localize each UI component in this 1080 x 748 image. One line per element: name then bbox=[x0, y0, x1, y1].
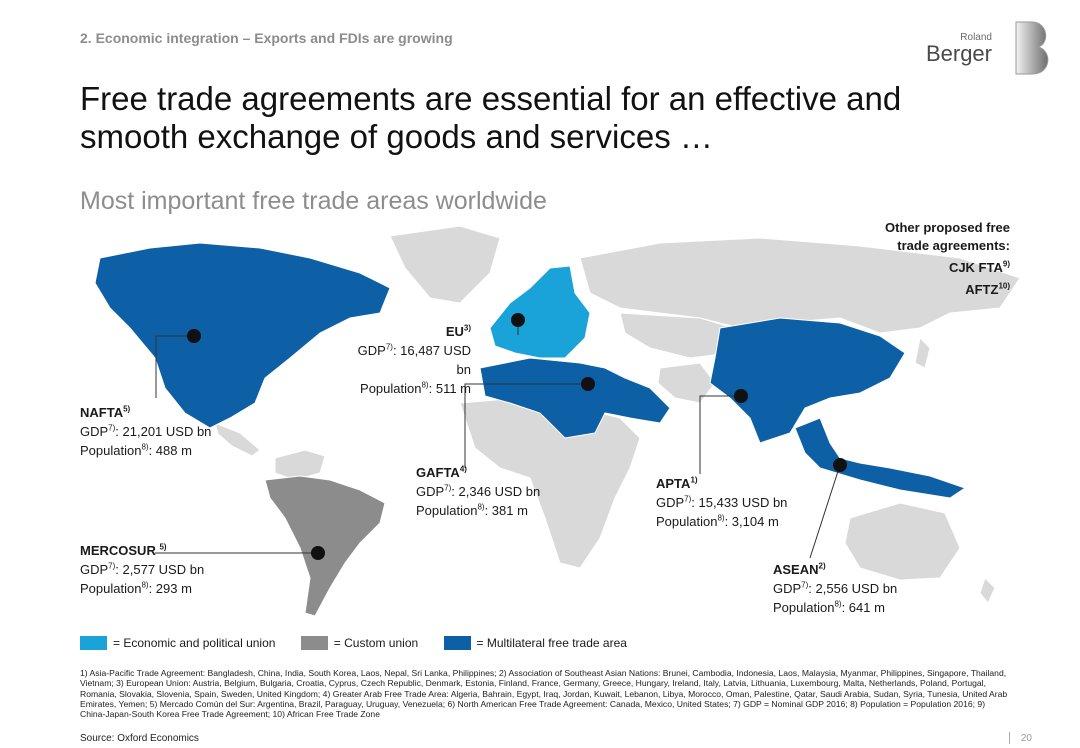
nafta-label: NAFTA5) GDP7): 21,201 USD bn Population8… bbox=[80, 404, 212, 458]
gafta-region bbox=[479, 357, 671, 439]
legend-item-custom: = Custom union bbox=[300, 636, 418, 650]
apta-region bbox=[709, 317, 906, 444]
eu-region bbox=[489, 265, 591, 359]
legend-swatch-fta bbox=[443, 636, 471, 650]
central-asia bbox=[619, 312, 741, 359]
source-note: Source: Oxford Economics bbox=[80, 733, 199, 744]
asean-label: ASEAN2) GDP7): 2,556 USD bn Population8)… bbox=[773, 561, 898, 615]
eu-label: EU3) GDP7): 16,487 USD bn Population8): … bbox=[357, 323, 471, 396]
greenland bbox=[389, 225, 501, 304]
legend-item-fta: = Multilateral free trade area bbox=[443, 636, 627, 650]
logo-b-mark-icon bbox=[1015, 21, 1049, 75]
logo-big-text: Berger bbox=[925, 41, 992, 66]
footnotes: 1) Asia-Pacific Trade Agreement: Banglad… bbox=[80, 668, 1008, 720]
roland-berger-logo: Roland Berger bbox=[926, 20, 1054, 76]
gafta-label: GAFTA4) GDP7): 2,346 USD bn Population8)… bbox=[416, 464, 541, 518]
section-heading: 2. Economic integration – Exports and FD… bbox=[80, 30, 453, 46]
asean-leader bbox=[809, 464, 841, 559]
asean-region bbox=[794, 417, 967, 499]
japan bbox=[914, 336, 931, 369]
logo-small-text: Roland bbox=[960, 32, 992, 43]
gafta-leader bbox=[464, 383, 588, 468]
apta-label: APTA1) GDP7): 15,433 USD bn Population8)… bbox=[656, 475, 788, 529]
south-america-north bbox=[274, 449, 326, 481]
mercosur-label: MERCOSUR 5) GDP7): 2,577 USD bn Populati… bbox=[80, 542, 205, 596]
central-america bbox=[214, 422, 261, 457]
proposed-agreements: Other proposed free trade agreements: CJ… bbox=[885, 219, 1010, 299]
eu-marker bbox=[511, 313, 525, 327]
world-map bbox=[94, 225, 1021, 617]
iran bbox=[657, 362, 716, 404]
page-subtitle: Most important free trade areas worldwid… bbox=[80, 187, 547, 215]
new-zealand bbox=[979, 577, 996, 604]
nafta-marker bbox=[187, 329, 201, 343]
apta-leader bbox=[699, 395, 741, 474]
nafta-region bbox=[94, 242, 391, 429]
page-number: 20 bbox=[1020, 733, 1032, 744]
legend-swatch-union bbox=[80, 636, 107, 650]
legend-item-union: = Economic and political union bbox=[80, 636, 275, 650]
proposed-aftz: AFTZ10) bbox=[965, 281, 1010, 297]
legend-swatch-custom bbox=[300, 636, 328, 650]
australia bbox=[844, 502, 961, 581]
page-title: Free trade agreements are essential for … bbox=[80, 80, 902, 155]
mercosur-marker bbox=[311, 546, 325, 560]
apta-marker bbox=[734, 389, 748, 403]
page-divider bbox=[1009, 732, 1010, 744]
gafta-marker bbox=[581, 377, 595, 391]
asean-marker bbox=[833, 458, 847, 472]
map-legend: = Economic and political union = Custom … bbox=[80, 636, 649, 654]
mercosur-region bbox=[264, 475, 386, 617]
proposed-heading-1: Other proposed free bbox=[885, 220, 1010, 235]
proposed-heading-2: trade agreements: bbox=[897, 238, 1010, 253]
russia bbox=[579, 237, 1021, 334]
nafta-leader bbox=[155, 335, 194, 398]
proposed-cjk: CJK FTA9) bbox=[948, 259, 1010, 275]
